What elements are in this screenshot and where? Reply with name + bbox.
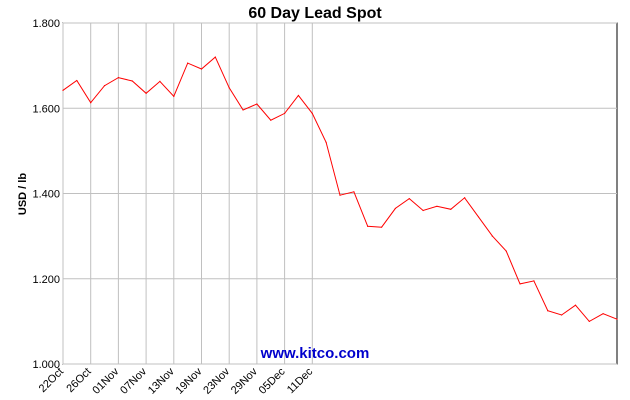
- data-point: [380, 226, 383, 228]
- x-tick-label: 07Nov: [118, 365, 149, 396]
- data-point: [616, 318, 618, 320]
- data-point: [491, 235, 493, 237]
- data-point: [450, 208, 452, 210]
- data-point: [464, 197, 466, 199]
- data-point: [477, 216, 480, 218]
- data-point: [131, 80, 133, 82]
- x-tick-label: 26Oct: [64, 366, 93, 395]
- data-point: [436, 205, 438, 207]
- data-point: [76, 79, 78, 82]
- chart-title: 60 Day Lead Spot: [248, 5, 382, 22]
- data-point: [505, 250, 507, 252]
- y-tick-label: 1.400: [32, 189, 60, 201]
- y-axis: 1.000 1.200 1.400 1.600 1.800: [32, 18, 60, 371]
- data-point: [602, 313, 604, 315]
- x-tick-label: 05Dec: [257, 365, 288, 396]
- y-tick-label: 1.200: [32, 274, 60, 286]
- y-tick-label: 1.600: [32, 103, 60, 115]
- data-point: [574, 304, 577, 306]
- data-point: [547, 310, 549, 312]
- data-point: [353, 191, 355, 193]
- data-point: [284, 112, 286, 114]
- data-point: [297, 94, 300, 97]
- data-point: [228, 87, 230, 89]
- data-point: [62, 89, 64, 91]
- x-tick-label: 11Dec: [285, 365, 316, 396]
- data-point: [533, 280, 535, 282]
- x-tick-label: 23Nov: [201, 365, 232, 396]
- data-point: [173, 95, 175, 97]
- data-point: [117, 76, 119, 79]
- x-axis: 22Oct26Oct01Nov07Nov13Nov19Nov23Nov29Nov…: [37, 365, 316, 396]
- data-point: [270, 119, 272, 121]
- y-tick-label: 1.800: [32, 18, 60, 30]
- series-layer: [62, 56, 618, 323]
- data-point: [367, 225, 369, 227]
- data-point: [519, 283, 521, 285]
- grid-layer: [62, 22, 617, 365]
- data-point: [256, 103, 258, 105]
- y-axis-label: USD / lb: [17, 173, 29, 215]
- data-point: [90, 102, 92, 104]
- x-tick-label: 01Nov: [90, 365, 121, 396]
- data-point: [588, 320, 590, 322]
- data-point: [103, 85, 106, 87]
- watermark-link[interactable]: www.kitco.com: [260, 345, 370, 362]
- data-point: [187, 62, 189, 64]
- data-point: [159, 80, 161, 82]
- data-point: [394, 207, 396, 210]
- data-point: [242, 109, 244, 111]
- data-point: [214, 56, 216, 58]
- x-tick-label: 29Nov: [229, 365, 260, 396]
- x-tick-label: 13Nov: [146, 365, 177, 396]
- data-point: [422, 209, 424, 212]
- data-point: [339, 194, 341, 196]
- y-tick-label: 1.000: [32, 359, 60, 371]
- x-tick-label: 19Nov: [174, 365, 205, 396]
- data-point: [311, 112, 313, 114]
- data-point: [145, 92, 147, 94]
- data-point: [200, 68, 203, 70]
- data-point: [561, 314, 563, 316]
- data-point: [325, 141, 327, 143]
- data-point: [408, 198, 410, 200]
